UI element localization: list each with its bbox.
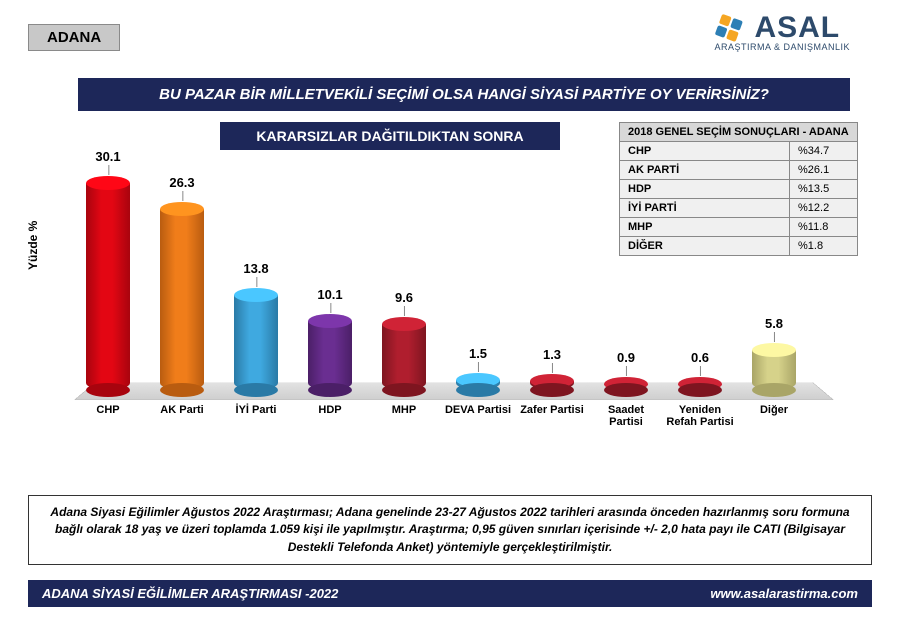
y-axis-label: Yüzde %: [26, 221, 40, 270]
footer-right: www.asalarastirma.com: [710, 586, 858, 601]
subtitle-bar: KARARSIZLAR DAĞITILDIKTAN SONRA: [220, 122, 560, 150]
bar-zafer-partisi: 1.3Zafer Partisi: [524, 381, 580, 390]
bar-ak-parti: 26.3AK Parti: [154, 209, 210, 390]
bar-category-label: Diğer: [739, 404, 809, 416]
footer-bar: ADANA SİYASİ EĞİLİMLER ARAŞTIRMASI -2022…: [28, 580, 872, 607]
logo-name: ASAL: [754, 11, 840, 45]
logo-icon: [714, 10, 750, 46]
bar-chp: 30.1CHP: [80, 183, 136, 390]
header: ADANA ASAL ARAŞTIRMA & DANIŞMANLIK: [0, 18, 900, 68]
bar-category-label: CHP: [73, 404, 143, 416]
plot-area: 30.1CHP26.3AK Parti13.8İYİ Parti10.1HDP9…: [74, 160, 794, 420]
bar-category-label: DEVA Partisi: [443, 404, 513, 416]
question-bar: BU PAZAR BİR MİLLETVEKİLİ SEÇİMİ OLSA HA…: [78, 78, 850, 111]
bar-saadet-partisi: 0.9Saadet Partisi: [598, 384, 654, 390]
table-cell-pct: %12.2: [790, 199, 858, 218]
table-row: CHP%34.7: [620, 142, 858, 161]
bar-i̇yi̇-parti: 13.8İYİ Parti: [228, 295, 284, 390]
location-badge: ADANA: [28, 24, 120, 51]
bar-category-label: Zafer Partisi: [517, 404, 587, 416]
methodology-note: Adana Siyasi Eğilimler Ağustos 2022 Araş…: [28, 495, 872, 565]
bar-diğer: 5.8Diğer: [746, 350, 802, 390]
bar-value-label: 9.6: [395, 290, 413, 305]
bar-category-label: AK Parti: [147, 404, 217, 416]
table-title: 2018 GENEL SEÇİM SONUÇLARI - ADANA: [620, 123, 858, 142]
bar-chart: Yüzde % 30.1CHP26.3AK Parti13.8İYİ Parti…: [30, 160, 590, 440]
table-cell-party: CHP: [620, 142, 790, 161]
bar-mhp: 9.6MHP: [376, 324, 432, 390]
bar-category-label: HDP: [295, 404, 365, 416]
table-cell-pct: %13.5: [790, 180, 858, 199]
bar-value-label: 1.3: [543, 347, 561, 362]
bar-yeniden-refah-partisi: 0.6Yeniden Refah Partisi: [672, 384, 728, 390]
bar-value-label: 26.3: [169, 175, 194, 190]
bar-value-label: 30.1: [95, 149, 120, 164]
table-cell-pct: %26.1: [790, 161, 858, 180]
bar-value-label: 13.8: [243, 261, 268, 276]
bar-category-label: Saadet Partisi: [591, 404, 661, 428]
bar-value-label: 0.9: [617, 350, 635, 365]
logo-subtitle: ARAŞTIRMA & DANIŞMANLIK: [714, 42, 850, 52]
bar-value-label: 0.6: [691, 350, 709, 365]
bar-category-label: Yeniden Refah Partisi: [665, 404, 735, 428]
bar-category-label: MHP: [369, 404, 439, 416]
bar-deva-partisi: 1.5DEVA Partisi: [450, 380, 506, 390]
bar-value-label: 10.1: [317, 287, 342, 302]
bar-value-label: 5.8: [765, 316, 783, 331]
table-cell-pct: %11.8: [790, 218, 858, 237]
table-cell-pct: %1.8: [790, 237, 858, 256]
table-cell-pct: %34.7: [790, 142, 858, 161]
footer-left: ADANA SİYASİ EĞİLİMLER ARAŞTIRMASI -2022: [42, 586, 338, 601]
bar-category-label: İYİ Parti: [221, 404, 291, 416]
bar-hdp: 10.1HDP: [302, 321, 358, 390]
logo: ASAL ARAŞTIRMA & DANIŞMANLIK: [714, 10, 850, 52]
bar-value-label: 1.5: [469, 346, 487, 361]
